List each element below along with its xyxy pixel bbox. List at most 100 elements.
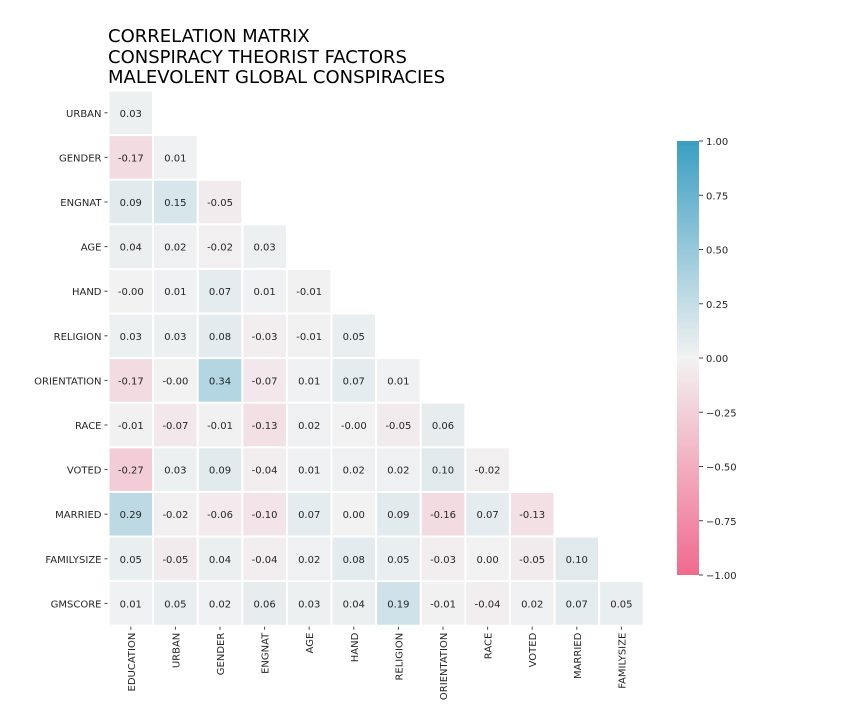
heatmap-cell bbox=[154, 448, 197, 491]
cell-value-label: -0.01 bbox=[430, 599, 456, 610]
cell-value-label: 0.09 bbox=[209, 466, 231, 477]
column-tick-label: AGE bbox=[305, 633, 316, 654]
cell-value-label: -0.07 bbox=[252, 376, 278, 387]
heatmap-cell bbox=[243, 582, 286, 625]
heatmap-cell bbox=[109, 225, 153, 268]
heatmap-cell bbox=[154, 403, 197, 447]
cell-value-label: 0.05 bbox=[120, 555, 142, 566]
chart-title-line-3: MALEVOLENT GLOBAL CONSPIRACIES bbox=[108, 67, 446, 88]
heatmap-cell bbox=[332, 448, 376, 491]
heatmap-cell bbox=[421, 403, 465, 447]
cell-value-label: -0.06 bbox=[207, 510, 233, 521]
heatmap-cell bbox=[377, 359, 420, 402]
cell-value-label: 0.07 bbox=[209, 287, 231, 298]
row-labels: URBAN GENDER ENGNAT AGE HAND RELIGION ORIENTAT… bbox=[34, 109, 108, 610]
cell-value-label: 0.01 bbox=[253, 287, 275, 298]
heatmap-cell bbox=[421, 582, 465, 625]
row-tick-label: URBAN bbox=[66, 109, 101, 120]
heatmap-cell bbox=[109, 136, 153, 179]
row-tick-label: ENGNAT bbox=[60, 198, 102, 209]
cell-value-label: 0.05 bbox=[387, 555, 409, 566]
colorbar-tick-label: 0.00 bbox=[706, 354, 728, 365]
cell-value-label: -0.00 bbox=[118, 287, 144, 298]
heatmap-cell bbox=[109, 537, 153, 581]
row-tick-label: ORIENTATION bbox=[34, 376, 101, 387]
heatmap-cell bbox=[243, 492, 286, 536]
column-labels: EDUCATION URBAN GENDER ENGNAT AGE HAND RELIGIO… bbox=[127, 626, 628, 700]
cell-value-label: 0.01 bbox=[298, 466, 320, 477]
heatmap-cell bbox=[154, 492, 197, 536]
heatmap-cell bbox=[198, 359, 242, 402]
cell-value-label: 0.07 bbox=[566, 599, 588, 610]
cell-value-label: -0.02 bbox=[207, 243, 233, 254]
colorbar-tick-label: −0.75 bbox=[706, 517, 737, 528]
cell-value-label: 0.09 bbox=[387, 510, 409, 521]
row-tick-label: GMSCORE bbox=[51, 599, 102, 610]
cell-value-label: -0.13 bbox=[252, 421, 278, 432]
heatmap-cell bbox=[287, 314, 331, 358]
cell-value-label: -0.04 bbox=[475, 599, 501, 610]
cell-value-label: -0.03 bbox=[252, 332, 278, 343]
cell-value-label: 0.01 bbox=[387, 376, 409, 387]
heatmap-cell bbox=[555, 537, 599, 581]
cell-value-label: 0.02 bbox=[164, 243, 186, 254]
cell-value-label: 0.01 bbox=[164, 287, 186, 298]
heatmap-cell bbox=[243, 225, 286, 268]
heatmap-cell bbox=[377, 403, 420, 447]
heatmap-cell bbox=[332, 359, 376, 402]
heatmap-cell bbox=[198, 492, 242, 536]
heatmap-cell bbox=[332, 314, 376, 358]
colorbar-tick-label: 0.50 bbox=[706, 246, 728, 257]
cell-value-label: 0.03 bbox=[298, 599, 320, 610]
cell-value-label: 0.15 bbox=[164, 198, 186, 209]
heatmap-cell bbox=[198, 225, 242, 268]
row-tick-label: RACE bbox=[75, 421, 102, 432]
cell-value-label: 0.04 bbox=[209, 555, 231, 566]
row-tick-label: HAND bbox=[72, 287, 102, 298]
heatmap-cell bbox=[154, 359, 197, 402]
heatmap-cell bbox=[154, 136, 197, 179]
cell-value-label: -0.13 bbox=[519, 510, 545, 521]
cell-value-label: 0.29 bbox=[120, 510, 142, 521]
column-tick-label: ENGNAT bbox=[261, 632, 272, 674]
heatmap-cell bbox=[154, 269, 197, 313]
cell-value-label: 0.02 bbox=[343, 466, 365, 477]
cell-value-label: 0.10 bbox=[432, 466, 454, 477]
heatmap-cell bbox=[198, 180, 242, 224]
column-tick-label: RELIGION bbox=[394, 633, 405, 681]
heatmap-cell bbox=[154, 180, 197, 224]
cell-value-label: 0.01 bbox=[298, 376, 320, 387]
cell-value-label: -0.17 bbox=[118, 153, 144, 164]
cell-value-label: -0.10 bbox=[252, 510, 278, 521]
heatmap-cell bbox=[555, 582, 599, 625]
heatmap-cell bbox=[287, 359, 331, 402]
cell-value-label: 0.01 bbox=[120, 599, 142, 610]
heatmap-cell bbox=[466, 582, 509, 625]
heatmap-cell bbox=[109, 492, 153, 536]
column-tick-label: EDUCATION bbox=[127, 633, 138, 692]
heatmap-cell bbox=[243, 359, 286, 402]
heatmap-cell bbox=[332, 582, 376, 625]
heatmap-cell bbox=[198, 314, 242, 358]
cell-value-label: 0.09 bbox=[120, 198, 142, 209]
cell-value-label: 0.02 bbox=[298, 555, 320, 566]
heatmap-cell bbox=[198, 269, 242, 313]
heatmap-cell bbox=[466, 448, 509, 491]
column-tick-label: GENDER bbox=[216, 633, 227, 676]
colorbar: 1.00 0.75 0.50 0.25 0.00 −0.25 −0.50 −0.75 −1.00 bbox=[677, 137, 737, 582]
heatmap-cell bbox=[109, 314, 153, 358]
cell-value-label: 0.01 bbox=[164, 153, 186, 164]
cell-value-label: 0.00 bbox=[476, 555, 498, 566]
cell-value-label: -0.05 bbox=[385, 421, 411, 432]
row-tick-label: VOTED bbox=[67, 466, 102, 477]
colorbar-tick-label: 0.25 bbox=[706, 300, 728, 311]
column-tick-label: VOTED bbox=[528, 632, 539, 667]
cell-value-label: -0.17 bbox=[118, 376, 144, 387]
cell-value-label: 0.02 bbox=[387, 466, 409, 477]
heatmap-cell bbox=[332, 403, 376, 447]
cell-value-label: -0.00 bbox=[162, 376, 188, 387]
cell-value-label: 0.07 bbox=[476, 510, 498, 521]
heatmap-cell bbox=[198, 582, 242, 625]
heatmap-cell bbox=[287, 448, 331, 491]
